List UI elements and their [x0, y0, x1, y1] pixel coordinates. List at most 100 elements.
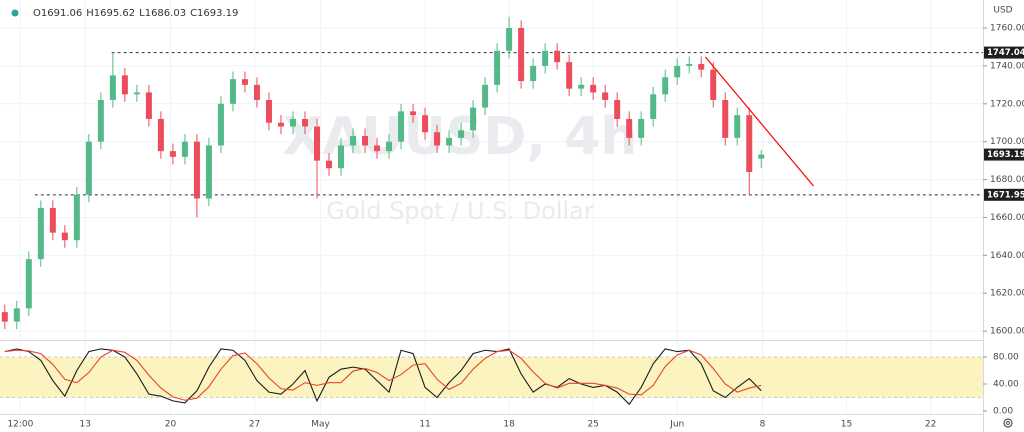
candle-body: [229, 79, 236, 104]
candle-body: [374, 145, 381, 152]
candle-body: [626, 118, 633, 138]
ohlc-value: 1695.62: [94, 8, 135, 19]
candle-body: [410, 111, 417, 116]
ohlc-label: L: [139, 8, 145, 19]
candle-body: [554, 50, 561, 63]
candle-body: [109, 75, 116, 101]
price-tag: [984, 148, 1024, 161]
ohlc-label: O: [33, 8, 41, 19]
candle-body: [650, 94, 657, 119]
candle-body: [710, 69, 717, 101]
candle-body: [193, 141, 200, 199]
candle-body: [446, 137, 453, 146]
y-tick-label: 1660.00: [990, 213, 1024, 223]
x-tick-label: Jun: [669, 420, 684, 430]
candle-body: [97, 100, 104, 142]
currency-label: USD: [993, 6, 1012, 16]
candle-body: [61, 232, 68, 241]
candle-body: [313, 126, 320, 161]
oscillator-line: [4, 348, 762, 406]
candle-body: [338, 145, 345, 169]
y-tick-label: 1720.00: [990, 99, 1024, 109]
candle-body: [350, 136, 357, 146]
candle-body: [265, 100, 272, 123]
candle-body: [674, 65, 681, 78]
candle-body: [145, 92, 152, 119]
y-tick-label: 80.00: [993, 353, 1019, 363]
candle-body: [590, 84, 597, 93]
candle-body: [722, 100, 729, 138]
ohlc-label: C: [190, 8, 197, 19]
candle-body: [482, 84, 489, 108]
candle-body: [518, 28, 525, 82]
candle-body: [133, 92, 140, 95]
price-tag-label: 1747.04: [987, 48, 1024, 58]
candle-body: [362, 136, 369, 146]
ohlc-label: H: [86, 8, 94, 19]
candle-body: [398, 111, 405, 142]
candle-body: [1, 312, 8, 322]
x-tick-label: 18: [503, 420, 515, 430]
candle-body: [13, 308, 20, 322]
y-tick-label: 1600.00: [990, 327, 1024, 337]
status-dot: [11, 9, 19, 17]
candle-body: [326, 160, 333, 169]
candle-body: [181, 141, 188, 157]
candle-body: [566, 62, 573, 89]
candle-body: [277, 122, 284, 127]
candle-body: [37, 207, 44, 260]
candle-body: [746, 115, 753, 172]
candle-body: [494, 50, 501, 85]
last-price-label: 1693.19: [987, 150, 1024, 160]
candle-body: [530, 65, 537, 82]
y-tick-label: 0.00: [993, 407, 1013, 417]
candle-body: [241, 79, 248, 85]
candle-body: [205, 145, 212, 199]
candle-body: [614, 100, 621, 119]
oscillator-line: [4, 349, 762, 401]
candle-body: [49, 207, 56, 233]
candle-body: [386, 141, 393, 152]
candle-body: [25, 259, 32, 309]
candle-body: [157, 118, 164, 152]
candle-body: [73, 194, 80, 241]
x-tick-label: May: [311, 420, 330, 430]
trendline: [704, 56, 814, 187]
y-tick-label: 1640.00: [990, 251, 1024, 261]
price-tag: [984, 46, 1024, 59]
candle-body: [85, 141, 92, 195]
price-tag: [984, 188, 1024, 201]
y-tick-label: 40.00: [993, 380, 1019, 390]
ohlc-value: 1693.19: [197, 8, 238, 19]
candle-body: [686, 64, 693, 66]
x-tick-label: 13: [80, 420, 91, 430]
x-tick-label: 15: [841, 420, 852, 430]
candle-body: [638, 118, 645, 138]
x-tick-label: 22: [925, 420, 936, 430]
x-tick-label: 25: [587, 420, 598, 430]
settings-icon[interactable]: [1003, 418, 1013, 428]
y-tick-label: 1740.00: [990, 61, 1024, 71]
candle-body: [602, 92, 609, 101]
price-tag-label: 1671.95: [987, 190, 1024, 200]
y-tick-label: 1700.00: [990, 137, 1024, 147]
y-tick-label: 1680.00: [990, 175, 1024, 185]
candle-body: [217, 103, 224, 146]
ohlc-value: 1686.03: [145, 8, 186, 19]
x-tick-label: 8: [760, 420, 766, 430]
y-tick-label: 1760.00: [990, 24, 1024, 34]
x-tick-label: 20: [165, 420, 177, 430]
candle-body: [253, 84, 260, 101]
ohlc-header: O1691.06 H1695.62 L1686.03 C1693.19: [33, 8, 238, 19]
candle-body: [662, 77, 669, 95]
x-tick-label: 11: [419, 420, 430, 430]
candle-body: [121, 75, 128, 95]
y-tick-label: 1620.00: [990, 289, 1024, 299]
x-tick-label: 27: [249, 420, 260, 430]
candle-body: [434, 132, 441, 146]
candle-body: [698, 64, 705, 70]
candle-body: [470, 107, 477, 131]
candle-body: [506, 28, 513, 51]
ohlc-value: 1691.06: [41, 8, 82, 19]
